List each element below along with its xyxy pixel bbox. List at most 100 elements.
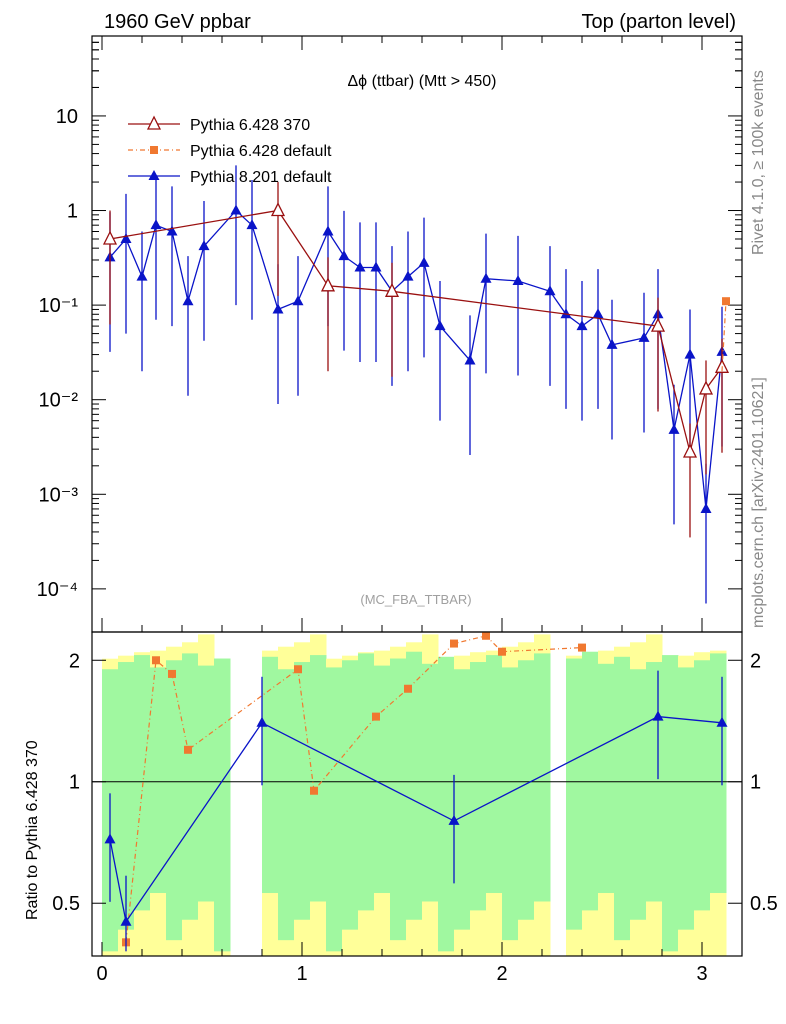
pythia8-point [230,204,242,215]
pythia8-point [292,295,304,306]
ratio-band-inner [406,651,423,920]
pythia6-370-point [384,282,400,297]
y-tick-label: 10⁻³ [39,484,79,506]
legend-marker-triangle [148,170,160,180]
pythia8-point [272,303,284,314]
ratio-pythia6-default-point [310,786,318,795]
ratio-panel: 0 1 2 3 2 2 1 1 0.5 0.5 [52,631,778,985]
pythia8-point [120,232,132,243]
ratio-y-tick-label-right: 2 [750,650,761,672]
ratio-pythia8-point [652,710,664,721]
pythia8-point [182,295,194,306]
legend-entry: Pythia 6.428 370 [190,117,310,134]
pythia8-point [638,331,650,342]
ratio-pythia6-default-point [168,669,176,678]
ratio-band-inner [534,653,551,902]
plot-title: Δϕ (ttbar) (Mtt > 450) [347,73,496,90]
ratio-band-inner [326,667,343,952]
pythia8-point [480,272,492,283]
pythia6-370-point [102,230,118,245]
ratio-pythia6-default-point [294,665,302,674]
ratio-band-inner [182,653,199,920]
legend-marker-open-triangle [146,115,162,130]
header-left: 1960 GeV ppbar [104,11,251,33]
ratio-pythia8-point [448,814,460,825]
pythia8-point [136,270,148,281]
ratio-band-inner [518,660,535,920]
pythia8-point [544,285,556,296]
ratio-band-inner [486,655,503,894]
pythia8-point [166,225,178,236]
x-tick-label: 3 [696,963,707,985]
ratio-pythia8-point [120,915,132,926]
rivet-version-label: Rivet 4.1.0, ≥ 100k events [750,70,767,255]
pythia8-point [198,240,210,251]
ratio-band-inner [118,662,135,930]
ratio-band-inner [214,658,231,952]
pythia6-default-point [722,297,730,306]
ratio-pythia8-point [104,833,116,844]
ratio-band-inner [374,665,391,894]
legend-entry: Pythia 6.428 default [190,143,332,160]
ratio-y-axis-label: Ratio to Pythia 6.428 370 [24,740,41,920]
x-tick-label: 1 [296,963,307,985]
y-tick-label: 10 [56,106,78,128]
ratio-y-tick-label: 1 [69,772,80,794]
pythia8-point [576,320,588,331]
pythia8-line [109,209,723,509]
ratio-band-inner [630,669,647,920]
pythia8-point [418,256,430,267]
legend-marker-square [150,146,158,154]
ratio-band-inner [134,655,151,911]
ratio-band-inner [438,656,455,952]
pythia8-point [592,308,604,319]
pythia6-370-point [320,277,336,292]
analysis-watermark: (MC_FBA_TTBAR) [360,592,471,607]
ratio-pythia6-default-point [450,639,458,648]
ratio-band-inner [262,656,279,894]
ratio-pythia6-default-point [482,631,490,640]
ratio-pythia6-default-point [498,647,506,656]
ratio-band-inner [278,669,295,941]
ratio-y-tick-label-right: 0.5 [750,893,778,915]
legend-entry: Pythia 8.201 default [190,169,332,186]
ratio-band-inner [598,663,615,894]
legend: Pythia 6.428 370 Pythia 6.428 default Pyth… [128,115,332,186]
ratio-y-tick-label-right: 1 [750,772,761,794]
ratio-band-inner [614,656,631,941]
pythia6-370-point [698,380,714,395]
ratio-band-inner [454,669,471,930]
ratio-band-inner [310,655,327,902]
ratio-band-inner [198,665,215,902]
ratio-band-inner [422,663,439,902]
pythia8-point [354,261,366,272]
ratio-pythia6-default-point [578,643,586,652]
pythia6-370-line [109,209,723,453]
ratio-pythia6-default-point [152,656,160,665]
pythia6-370-point [682,443,698,458]
pythia6-370-point [270,202,286,217]
x-tick-label: 0 [96,963,107,985]
pythia8-point [246,219,258,230]
pythia8-point [560,308,572,319]
y-tick-label: 10⁻¹ [39,295,79,317]
pythia8-point [668,423,680,434]
ratio-band-inner [566,658,583,930]
header-right: Top (parton level) [581,11,736,33]
ratio-band-inner [710,653,727,894]
ratio-pythia8-point [256,716,268,727]
ratio-band-inner [294,662,311,920]
ratio-band-inner [678,667,695,930]
ratio-pythia6-default-point [184,745,192,754]
pythia8-point [322,225,334,236]
ratio-band-inner [470,662,487,911]
pythia8-point [434,320,446,331]
pythia8-point [684,348,696,359]
x-tick-label: 2 [496,963,507,985]
pythia8-point [606,338,618,349]
ratio-band-inner [662,655,679,952]
pythia8-point [402,270,414,281]
ratio-band-inner [150,667,167,894]
ratio-band-inner [390,658,407,941]
